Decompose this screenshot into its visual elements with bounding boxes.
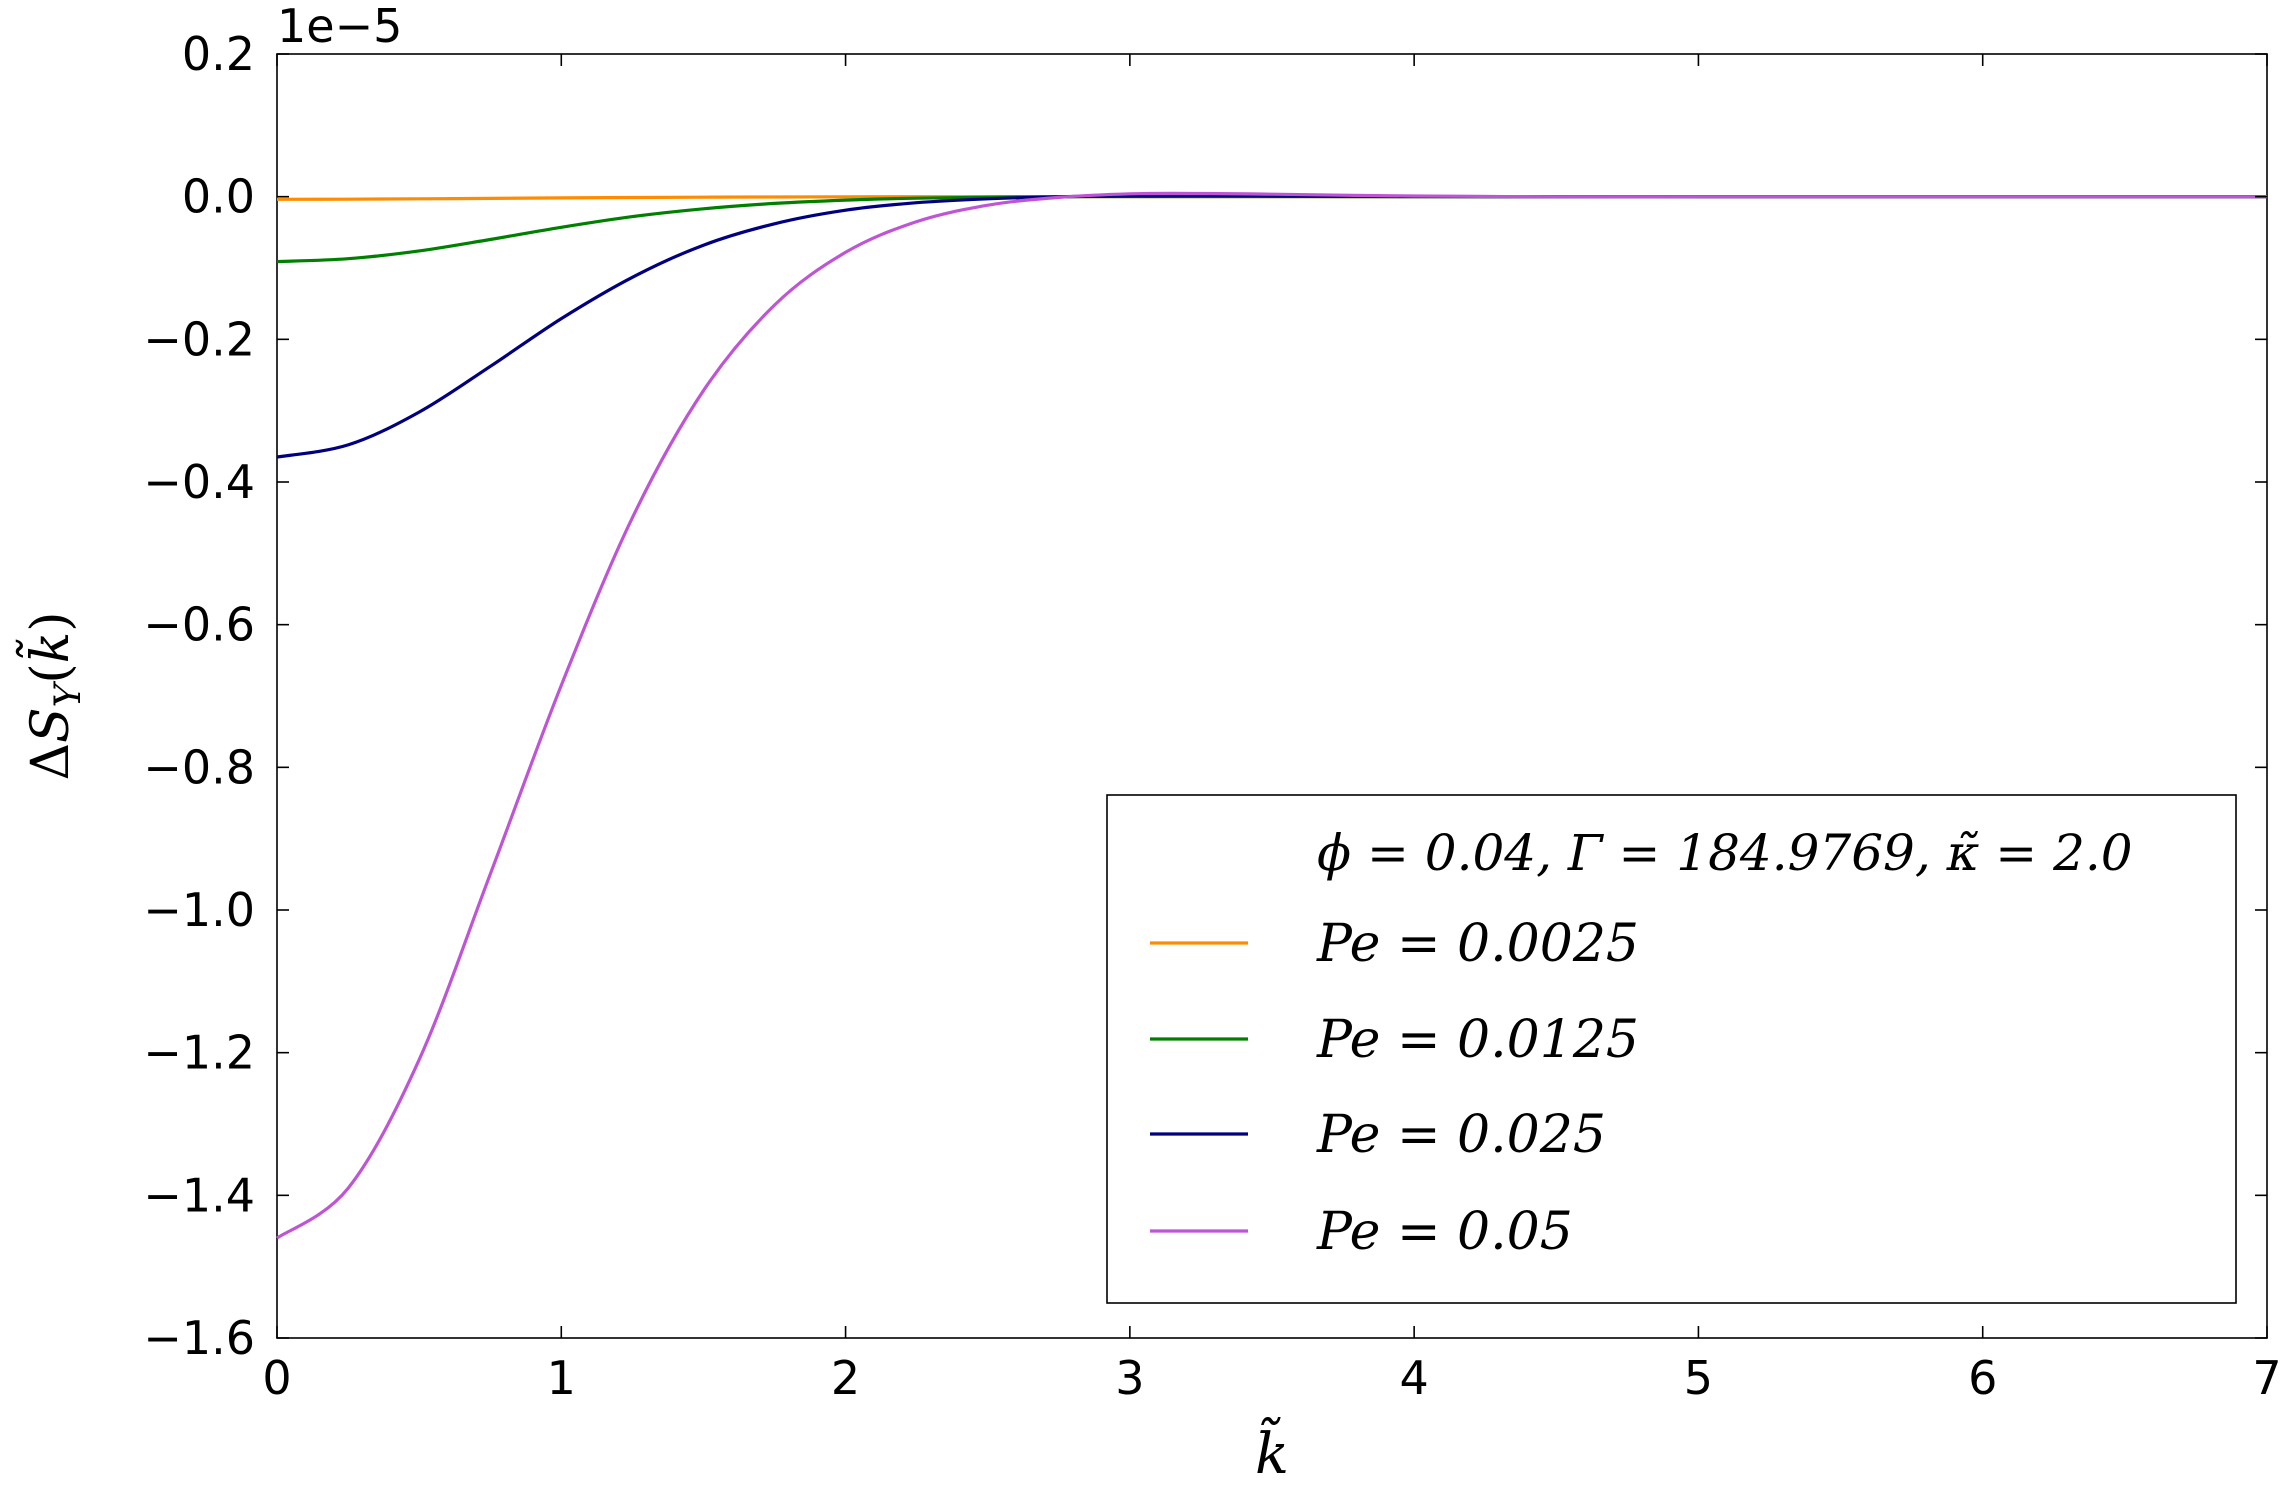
y-tick-label: −1.0: [143, 883, 255, 937]
x-tick-label: 7: [2252, 1351, 2281, 1405]
x-tick-label: 2: [831, 1351, 860, 1405]
legend-entries: Pe = 0.0025 Pe = 0.0125 Pe = 0.025 Pe = 0.0…: [1150, 914, 1639, 1262]
ticks-layer: 0 1 2 3 4 5 6 7 0.2 0.0 −0.2 −0.4 −0.6 −0.8 −1.0 −1.2 −1…: [143, 27, 2281, 1405]
y-tick-label: −0.8: [143, 740, 255, 794]
x-axis-label: k̃: [1255, 1417, 1289, 1487]
y-tick-label: 0.0: [182, 170, 255, 224]
x-tick-label: 0: [262, 1351, 291, 1405]
legend-label-1: Pe = 0.0025: [1316, 914, 1639, 974]
x-tick-label: 6: [1968, 1351, 1997, 1405]
x-tick-label: 1: [547, 1351, 576, 1405]
legend-label-3: Pe = 0.025: [1316, 1105, 1606, 1165]
x-tick-label: 4: [1400, 1351, 1429, 1405]
legend-title: ϕ = 0.04, Γ = 184.9769, κ̃ = 2.0: [1317, 824, 2133, 882]
legend-label-4: Pe = 0.05: [1316, 1202, 1573, 1262]
y-tick-label: −1.6: [143, 1311, 255, 1365]
y-tick-label: 0.2: [182, 27, 255, 81]
y-tick-label: −0.4: [143, 455, 255, 509]
x-tick-label: 5: [1684, 1351, 1713, 1405]
series-line-4: [276, 191, 2267, 1240]
y-tick-label: −0.6: [143, 598, 255, 652]
offset-label: 1e−5: [277, 0, 402, 53]
series-layer: [276, 191, 2267, 1240]
x-tick-label: 3: [1115, 1351, 1144, 1405]
legend-label-2: Pe = 0.0125: [1316, 1010, 1639, 1070]
y-tick-label: −1.4: [143, 1168, 255, 1222]
legend-box: [1106, 794, 2237, 1304]
y-tick-label: −0.2: [143, 312, 255, 366]
legend: ϕ = 0.04, Γ = 184.9769, κ̃ = 2.0 Pe = 0.…: [1106, 794, 2237, 1304]
y-axis-label: ΔSY(k̃): [15, 611, 89, 780]
y-tick-label: −1.2: [143, 1026, 255, 1080]
